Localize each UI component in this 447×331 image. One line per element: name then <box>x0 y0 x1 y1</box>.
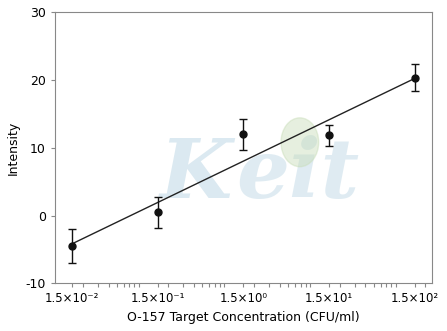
Ellipse shape <box>281 118 319 167</box>
Text: K: K <box>160 135 233 215</box>
X-axis label: O-157 Target Concentration (CFU/ml): O-157 Target Concentration (CFU/ml) <box>127 311 360 324</box>
Y-axis label: Intensity: Intensity <box>7 120 20 175</box>
Text: eit: eit <box>236 135 359 215</box>
